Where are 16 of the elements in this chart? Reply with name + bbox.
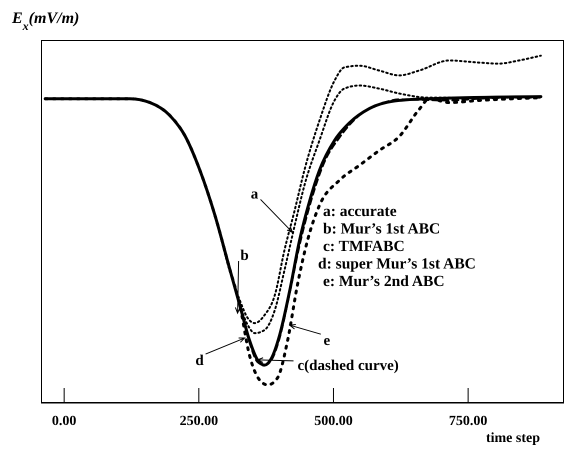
x-tick-label: 750.00	[448, 414, 488, 429]
annotation: b	[240, 248, 249, 264]
x-axis-title: time step	[486, 431, 540, 446]
annotation: b: Mur’s 1st ABC	[323, 220, 440, 238]
x-tick-label: 0.00	[52, 414, 76, 429]
annotation: e: Mur’s 2nd ABC	[323, 273, 445, 290]
annotation: a	[250, 186, 259, 202]
annotation: a: accurate	[323, 203, 397, 220]
annotation: c(dashed curve)	[298, 358, 399, 374]
annotation: c: TMFABC	[323, 238, 405, 255]
annotation: e	[324, 333, 331, 350]
x-tick-label: 250.00	[180, 414, 218, 429]
annotation: d: super Mur’s 1st ABC	[318, 256, 476, 272]
annotation: d	[195, 353, 204, 370]
y-axis-title: E$_{x}$(mV/m)	[11, 10, 80, 33]
x-tick-label: 500.00	[314, 414, 353, 429]
